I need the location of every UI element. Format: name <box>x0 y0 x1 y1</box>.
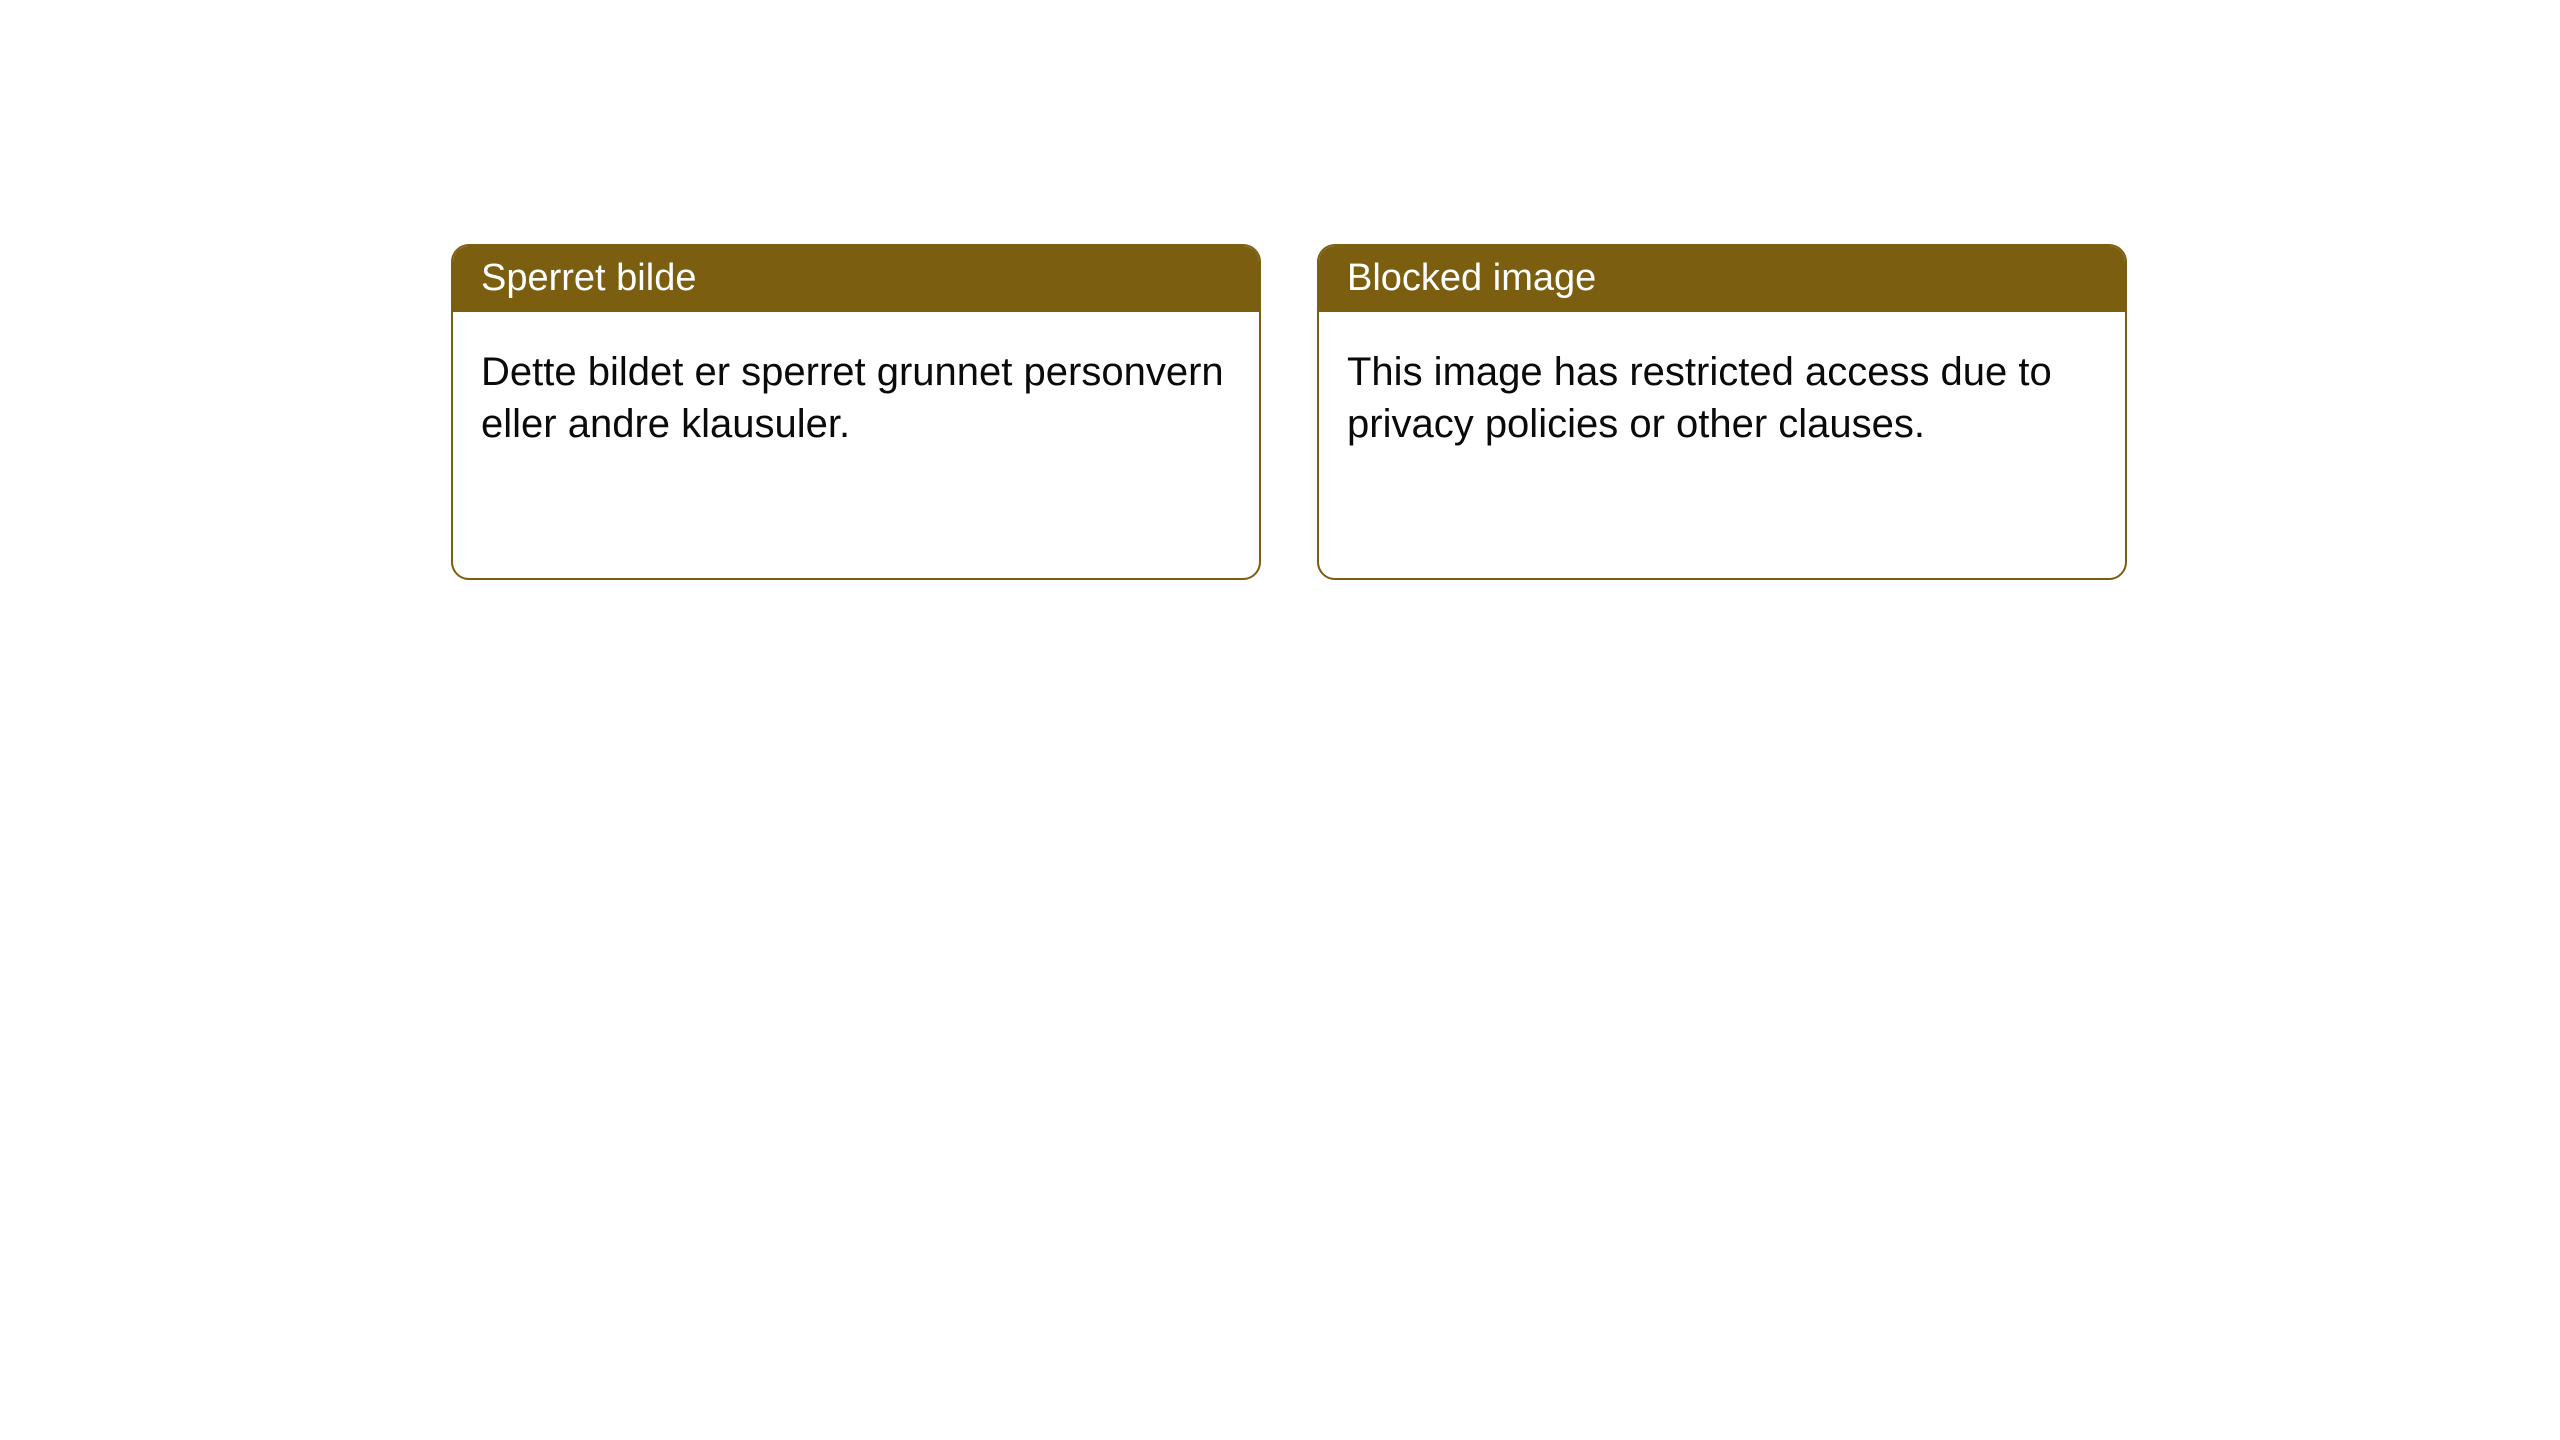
notice-card-norwegian: Sperret bilde Dette bildet er sperret gr… <box>451 244 1261 580</box>
card-header: Sperret bilde <box>453 246 1259 312</box>
card-title: Blocked image <box>1347 257 1596 299</box>
notice-card-english: Blocked image This image has restricted … <box>1317 244 2127 580</box>
notice-cards-container: Sperret bilde Dette bildet er sperret gr… <box>451 244 2127 580</box>
card-header: Blocked image <box>1319 246 2125 312</box>
card-message: This image has restricted access due to … <box>1347 350 2052 446</box>
card-body: Dette bildet er sperret grunnet personve… <box>453 312 1259 484</box>
card-title: Sperret bilde <box>481 257 696 299</box>
card-message: Dette bildet er sperret grunnet personve… <box>481 350 1224 446</box>
card-body: This image has restricted access due to … <box>1319 312 2125 484</box>
